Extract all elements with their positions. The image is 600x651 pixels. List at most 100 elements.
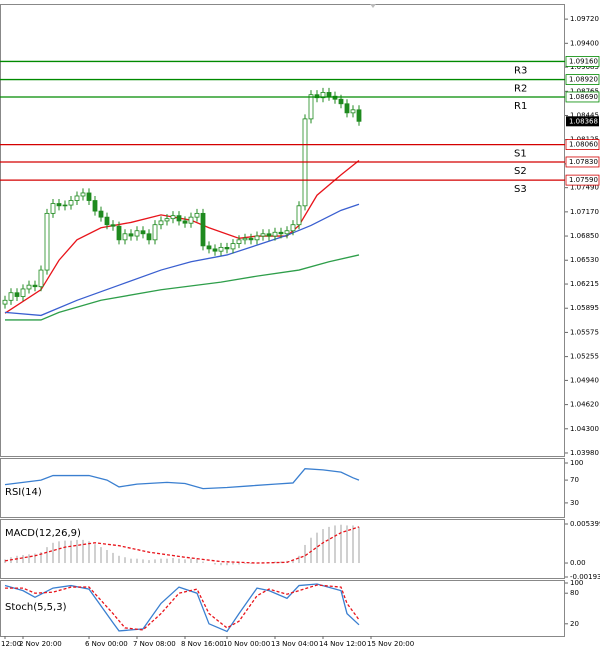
candle-body — [326, 92, 332, 97]
y-tick-label: 1.05575 — [570, 328, 599, 336]
rsi-frame — [0, 458, 565, 518]
current-price-label: 1.08368 — [569, 117, 598, 125]
x-tick-label: 15 Nov 20:00 — [367, 640, 414, 648]
indicator-line — [5, 584, 360, 631]
level-label: 1.07830 — [569, 158, 598, 166]
y-tick-label: 1.07490 — [570, 184, 599, 192]
y-tick-label: 1.05255 — [570, 353, 599, 361]
level-label: 1.09160 — [569, 57, 598, 65]
indicator-line — [4, 203, 360, 317]
candle-body — [2, 299, 8, 305]
candle-body — [182, 220, 188, 224]
candle-body — [200, 212, 206, 247]
candle-body — [86, 192, 92, 201]
candle-body — [20, 288, 26, 297]
candle-body — [80, 192, 86, 197]
candle-body — [350, 109, 356, 114]
candle-body — [116, 225, 122, 241]
candle-body — [290, 224, 296, 232]
level-label: 1.08690 — [569, 93, 598, 101]
panel-title: MACD(12,26,9) — [5, 528, 81, 539]
x-tick-label: 6 Nov 00:00 — [85, 640, 128, 648]
indicator-line — [4, 468, 360, 490]
candle-body — [176, 215, 182, 222]
y-tick-label: 80 — [570, 589, 579, 597]
stoch-plot — [4, 583, 360, 633]
candle-body — [308, 94, 314, 120]
y-tick-label: 1.05895 — [570, 304, 599, 312]
candle-body — [146, 233, 152, 241]
candle-body — [266, 233, 272, 237]
candle-body — [8, 292, 14, 301]
panel-title: Stoch(5,5,3) — [5, 602, 67, 613]
candle-body — [230, 243, 236, 250]
level-name: R3 — [514, 65, 527, 76]
y-tick-label: 1.04300 — [570, 425, 599, 433]
y-tick-label: 30 — [570, 499, 579, 507]
candle-body — [98, 210, 104, 218]
candle-body — [164, 218, 170, 222]
candle-body — [134, 230, 140, 237]
indicator-line — [4, 583, 360, 633]
main-frame — [0, 4, 565, 457]
level-label: 1.08060 — [569, 141, 598, 149]
main-plot — [2, 87, 362, 321]
level-name: S1 — [514, 149, 527, 160]
indicator-line — [5, 254, 360, 321]
macd-frame — [0, 519, 565, 579]
candle-body — [74, 195, 80, 201]
candle-body — [242, 237, 248, 241]
indicator-line — [4, 159, 360, 314]
candle-body — [158, 220, 164, 226]
y-tick-label: 1.09400 — [570, 39, 599, 47]
candle-body — [344, 103, 350, 114]
y-tick-label: 0.00 — [570, 559, 586, 567]
candle-body — [356, 109, 362, 122]
level-box — [565, 74, 600, 85]
y-tick-label: 100 — [570, 459, 583, 467]
current-price-box — [566, 116, 599, 127]
candle-body — [236, 239, 242, 245]
candle-body — [272, 231, 278, 237]
x-tick-label: 2 Nov 20:00 — [19, 640, 62, 648]
candle-body — [170, 215, 176, 220]
candle-body — [278, 231, 284, 235]
candle-body — [128, 233, 134, 237]
candle-body — [14, 292, 20, 297]
y-tick-label: 1.04940 — [570, 376, 599, 384]
level-name: S2 — [514, 166, 527, 177]
y-tick-label: 1.04620 — [570, 401, 599, 409]
y-tick-label: 1.09720 — [570, 15, 599, 23]
candle-body — [38, 269, 44, 288]
level-name: R1 — [514, 101, 527, 112]
candle-body — [104, 216, 110, 226]
candle-body — [26, 284, 32, 290]
stoch-frame — [0, 580, 565, 637]
y-tick-label: 0.005399 — [570, 520, 600, 528]
y-tick-label: 1.08765 — [570, 87, 599, 95]
candle-body — [56, 203, 62, 207]
candle-body — [50, 203, 56, 214]
y-tick-label: -0.001934 — [570, 573, 600, 581]
y-tick-label: 100 — [570, 579, 583, 587]
candle-body — [212, 248, 218, 252]
level-name: S3 — [514, 184, 527, 195]
candle-body — [44, 212, 50, 271]
candle-body — [284, 230, 290, 235]
panel-title: RSI(14) — [5, 487, 42, 498]
candle-body — [32, 284, 38, 288]
candle-body — [314, 94, 320, 99]
candle-body — [320, 92, 326, 99]
candle-body — [254, 235, 260, 241]
level-label: 1.07590 — [569, 176, 598, 184]
level-box — [565, 91, 600, 103]
macd-plot — [4, 524, 360, 566]
level-box — [565, 139, 600, 150]
y-tick-label: 1.07170 — [570, 208, 599, 216]
candle-body — [152, 224, 158, 241]
x-tick-label: 10 Nov 00:00 — [223, 640, 270, 648]
candle-body — [188, 216, 194, 224]
candle-body — [62, 204, 68, 207]
